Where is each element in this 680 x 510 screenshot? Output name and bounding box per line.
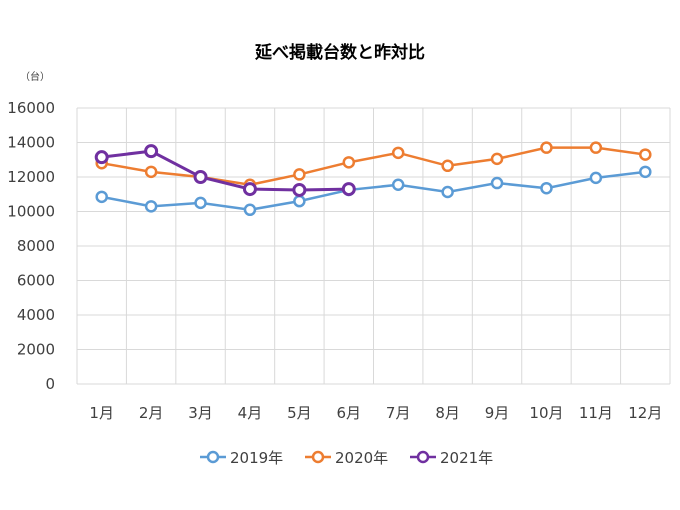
y-tick-label: 16000 bbox=[7, 99, 55, 117]
x-tick-label: 5月 bbox=[287, 404, 312, 422]
y-tick-label: 12000 bbox=[7, 168, 55, 186]
data-point bbox=[589, 141, 603, 154]
x-tick-label: 1月 bbox=[89, 404, 114, 422]
data-point bbox=[342, 156, 356, 169]
x-tick-label: 8月 bbox=[435, 404, 460, 422]
y-tick-label: 0 bbox=[45, 375, 55, 393]
legend-label: 2020年 bbox=[335, 449, 388, 467]
data-point bbox=[144, 165, 158, 179]
data-point bbox=[441, 159, 454, 173]
data-point bbox=[293, 194, 306, 208]
x-tick-label: 3月 bbox=[188, 404, 213, 422]
data-point bbox=[194, 196, 207, 210]
x-tick-label: 7月 bbox=[386, 404, 411, 422]
y-axis-unit: （台） bbox=[20, 70, 50, 83]
legend-marker bbox=[416, 450, 430, 464]
data-point bbox=[293, 168, 306, 181]
data-point bbox=[341, 182, 356, 197]
data-point bbox=[95, 190, 108, 204]
data-point bbox=[490, 176, 504, 190]
data-point bbox=[242, 182, 257, 197]
data-point bbox=[639, 148, 652, 161]
y-tick-label: 4000 bbox=[17, 306, 55, 324]
data-point bbox=[391, 146, 405, 160]
x-tick-label: 12月 bbox=[628, 404, 662, 422]
chart-title: 延べ掲載台数と昨対比 bbox=[254, 42, 425, 63]
data-point bbox=[243, 203, 257, 217]
y-tick-label: 8000 bbox=[17, 237, 55, 255]
legend-label: 2021年 bbox=[440, 449, 493, 467]
data-point bbox=[144, 200, 158, 213]
y-tick-label: 10000 bbox=[7, 203, 55, 221]
data-point bbox=[589, 171, 603, 185]
data-point bbox=[540, 181, 553, 195]
x-tick-label: 6月 bbox=[337, 404, 362, 422]
series-line bbox=[101, 146, 646, 187]
x-tick-label: 2月 bbox=[139, 404, 164, 422]
y-tick-label: 2000 bbox=[17, 341, 55, 359]
x-tick-label: 4月 bbox=[238, 404, 263, 422]
data-point bbox=[144, 144, 159, 159]
data-point bbox=[490, 152, 504, 166]
data-point bbox=[193, 170, 208, 184]
legend-label: 2019年 bbox=[230, 449, 283, 467]
data-point bbox=[441, 185, 454, 199]
data-point bbox=[639, 165, 652, 179]
legend-marker bbox=[206, 450, 220, 464]
y-tick-label: 6000 bbox=[17, 272, 55, 290]
data-point bbox=[94, 150, 109, 165]
series-line bbox=[101, 149, 349, 192]
x-tick-label: 10月 bbox=[529, 404, 563, 422]
data-point bbox=[292, 182, 307, 197]
series-line bbox=[101, 170, 646, 212]
y-tick-label: 14000 bbox=[7, 134, 55, 152]
data-point bbox=[540, 141, 553, 154]
legend-marker bbox=[311, 450, 325, 464]
x-tick-label: 11月 bbox=[579, 404, 613, 422]
data-point bbox=[391, 178, 405, 192]
x-tick-label: 9月 bbox=[485, 404, 510, 422]
